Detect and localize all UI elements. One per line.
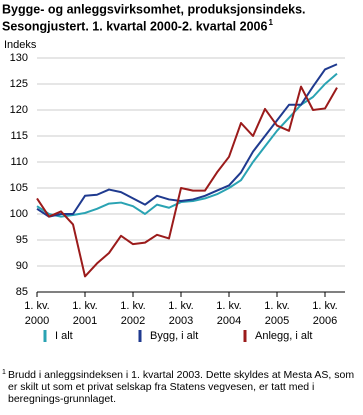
x-tick-label: 1. kv. 2002 <box>120 300 145 327</box>
footnote: Brudd i anleggsindeksen i 1. kvartal 200… <box>8 369 355 405</box>
x-tick-label: 1. kv. 2006 <box>312 300 337 327</box>
legend-label: I alt <box>55 330 73 342</box>
y-axis-label: Indeks <box>4 39 37 51</box>
x-tick-label: 1. kv. 2000 <box>24 300 49 327</box>
x-tick-label: 1. kv. 2004 <box>216 300 241 327</box>
footnote-marker: 1 <box>268 18 273 27</box>
y-tick-label: 95 <box>16 234 28 246</box>
y-tick-label: 90 <box>16 260 28 272</box>
series-line <box>36 72 338 218</box>
y-tick-label: 120 <box>10 104 28 116</box>
x-tick-label: 1. kv. 2001 <box>72 300 97 327</box>
y-tick-label: 100 <box>10 208 28 220</box>
y-tick-label: 125 <box>10 78 28 90</box>
series-line <box>36 85 338 278</box>
y-tick-label: 110 <box>10 156 28 168</box>
x-tick-label: 1. kv. 2003 <box>168 300 193 327</box>
chart-title: Bygge- og anleggsvirksomhet, produksjons… <box>2 2 306 16</box>
chart-subtitle: Sesongjustert. 1. kvartal 2000-2. kvarta… <box>2 19 267 33</box>
legend-label: Anlegg, i alt <box>255 330 312 342</box>
y-tick-label: 115 <box>10 130 28 142</box>
x-tick-label: 1. kv. 2005 <box>264 300 289 327</box>
legend-label: Bygg, i alt <box>150 330 198 342</box>
series-line <box>36 63 338 218</box>
y-tick-label: 105 <box>10 182 28 194</box>
footnote-box: Brudd i anleggsindeksen i 1. kvartal 200… <box>8 369 355 405</box>
y-tick-label: 130 <box>10 52 28 64</box>
y-tick-label: 85 <box>16 286 28 298</box>
footnote-marker: 1 <box>2 369 6 376</box>
